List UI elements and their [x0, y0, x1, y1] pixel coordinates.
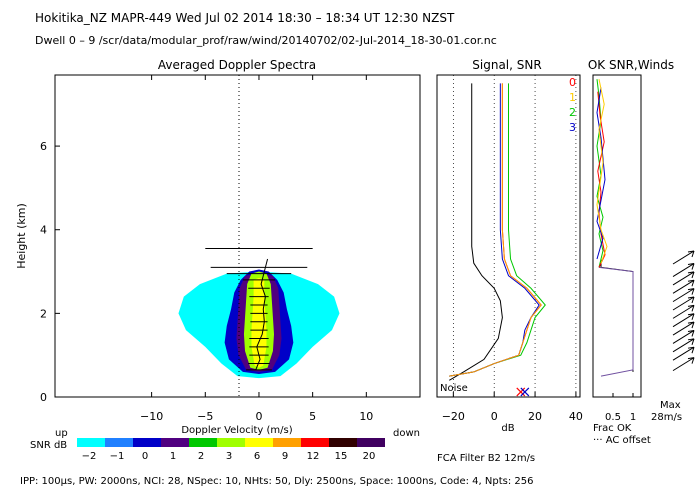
colorbar-swatch [217, 438, 245, 447]
wind-barb [672, 313, 695, 328]
y-tick-label: 6 [40, 140, 47, 153]
colorbar-swatch [301, 438, 329, 447]
x-tick-label: 5 [309, 410, 316, 423]
y-tick-label: 0 [40, 391, 47, 404]
wind-barb [672, 329, 695, 344]
spectra-panel: −10 −5 0 5 10 0 2 4 6 [40, 74, 421, 423]
signal-series-0 [449, 83, 503, 381]
colorbar-swatch [133, 438, 161, 447]
ok-x-tick-label: 1 [630, 412, 636, 423]
wind-barb [672, 279, 695, 294]
colorbar-label: 20 [363, 451, 376, 462]
spectra-y-ticks: 0 2 4 6 [40, 140, 60, 404]
signal-grid [452, 75, 577, 397]
colorbar-label: 3 [226, 451, 232, 462]
spectra-ylabel: Height (km) [15, 203, 28, 269]
colorbar-swatch [189, 438, 217, 447]
wind-barb [672, 263, 695, 277]
y-tick-label: 2 [40, 307, 47, 320]
spectra-up-note: up [55, 428, 68, 439]
wind-barb [672, 338, 695, 353]
wind-barb [672, 304, 695, 319]
signal-x-tick-label: 0 [491, 410, 498, 423]
colorbar-swatch [273, 438, 301, 447]
wind-barb [672, 357, 695, 372]
colorbar-swatch [77, 438, 105, 447]
colorbar-swatch [245, 438, 273, 447]
signal-x-tick-label: 40 [569, 410, 583, 423]
colorbar-label: 2 [198, 451, 204, 462]
ok-series-4 [596, 87, 606, 260]
colorbar-label: 0 [142, 451, 148, 462]
header-title: Hokitika_NZ MAPR-449 Wed Jul 02 2014 18:… [35, 11, 455, 25]
colorbar-title: SNR dB [30, 440, 67, 451]
colorbar-swatch [161, 438, 189, 447]
wind-barbs [672, 250, 695, 372]
colorbar-label: 12 [307, 451, 320, 462]
ok-series-1 [598, 266, 634, 377]
signal-xlabel: dB [501, 423, 514, 434]
signal-series-4 [449, 83, 542, 377]
ok-lines [596, 79, 634, 377]
noise-note: Noise [440, 383, 468, 394]
ok-x-tick-label: 0.5 [605, 412, 621, 423]
x-marker [520, 387, 530, 397]
signal-x-tick-label: 20 [528, 410, 542, 423]
signal-x-tick-label: −20 [442, 410, 465, 423]
colorbar-label: 6 [254, 451, 260, 462]
x-tick-label: 0 [255, 410, 262, 423]
x-marker [516, 387, 526, 397]
signal-x-ticks: −20 0 20 40 [442, 392, 583, 423]
spectra-error-bars [205, 248, 313, 371]
signal-markers [516, 387, 530, 397]
footer-params: IPP: 100μs, PW: 2000ns, NCI: 28, NSpec: … [20, 476, 533, 487]
snr-colorbar: −2 −1 0 1 2 3 6 9 12 15 20 [77, 438, 385, 462]
x-tick-label: −10 [140, 410, 163, 423]
ac-offset-note: ··· AC offset [593, 435, 651, 446]
y-tick-label: 4 [40, 224, 47, 237]
wind-barb [672, 346, 695, 361]
wind-barb [672, 288, 695, 303]
colorbar-label: 9 [282, 451, 288, 462]
signal-panel: −20 0 20 40 [436, 74, 583, 423]
ok-x-ticks: 0.5 1 [605, 393, 636, 423]
colorbar-label: 15 [335, 451, 348, 462]
spectra-down-note: down [393, 428, 420, 439]
max-value: 28m/s [651, 412, 682, 423]
colorbar-label: −1 [110, 451, 125, 462]
wind-barb [672, 250, 695, 265]
ok-legend-item: 1 [569, 91, 576, 104]
ok-series-2 [596, 79, 604, 268]
colorbar-label: 1 [170, 451, 176, 462]
ok-legend-item: 3 [569, 121, 576, 134]
ok-series-5 [596, 79, 608, 264]
wind-barb [672, 271, 695, 286]
spectra-title: Averaged Doppler Spectra [158, 58, 316, 72]
signal-lines [449, 83, 546, 381]
signal-title: Signal, SNR [472, 58, 541, 72]
contour-level-6 [251, 277, 267, 368]
header-dwell: Dwell 0 – 9 /scr/data/modular_prof/raw/w… [35, 34, 497, 47]
colorbar-swatch [357, 438, 385, 447]
x-tick-label: 10 [359, 410, 373, 423]
wind-barb [672, 296, 695, 311]
ok-legend: 0 1 2 3 [569, 76, 576, 134]
colorbar-swatch [105, 438, 133, 447]
filter-note: FCA Filter B2 12m/s [437, 453, 535, 464]
ok-legend-item: 0 [569, 76, 576, 89]
ok-title: OK SNR,Winds [588, 58, 674, 72]
x-tick-label: −5 [197, 410, 213, 423]
mean-velocity-line [255, 258, 269, 371]
ok-series-3 [597, 91, 606, 268]
wind-barb [672, 321, 695, 336]
colorbar-label: −2 [82, 451, 97, 462]
spectra-xlabel: Doppler Velocity (m/s) [181, 425, 292, 436]
max-label: Max [660, 400, 681, 411]
ok-xlabel: Frac OK [593, 423, 632, 434]
spectra-x-ticks: −10 −5 0 5 10 [140, 75, 373, 423]
colorbar-swatch [329, 438, 357, 447]
ok-legend-item: 2 [569, 106, 576, 119]
